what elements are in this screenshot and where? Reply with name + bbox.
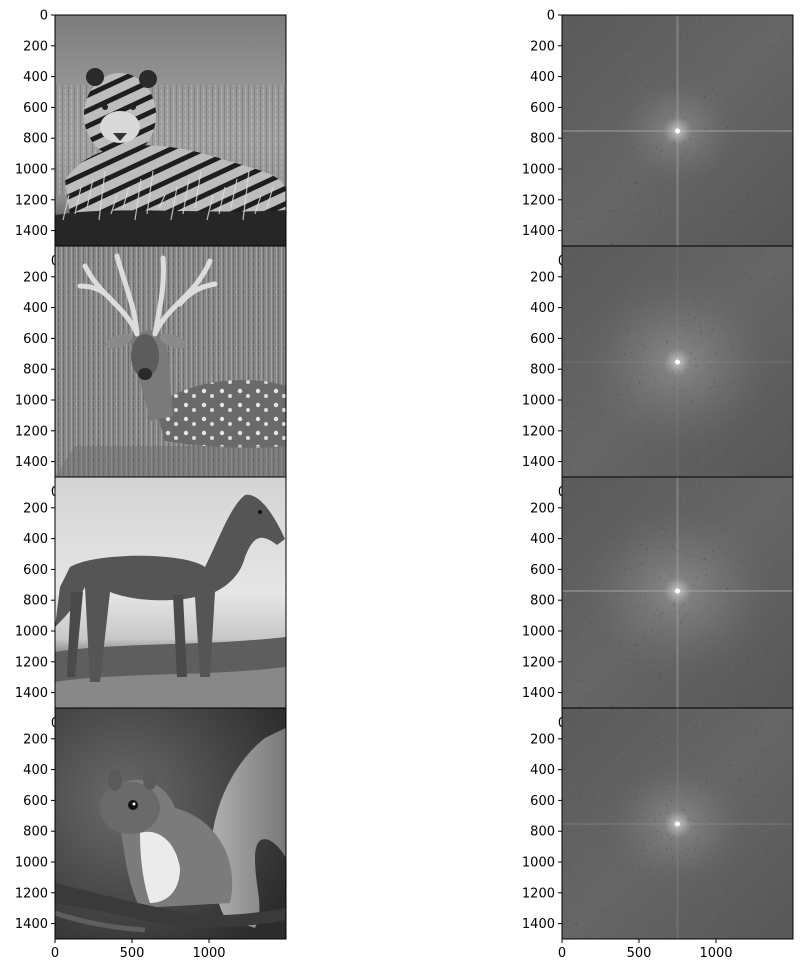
y-tick-label: 1200 — [522, 886, 555, 901]
y-tick-label: 1200 — [522, 655, 555, 670]
y-tick-label: 1000 — [15, 394, 48, 409]
y-tick-label: 1400 — [15, 455, 48, 470]
y-tick-label: 400 — [23, 763, 48, 778]
y-tick-label: 1200 — [522, 193, 555, 208]
y-tick-label: 600 — [23, 101, 48, 116]
image-squirrel-grayscale-photo — [55, 708, 286, 939]
y-tick-label: 600 — [530, 563, 555, 578]
y-tick-label: 1200 — [522, 424, 555, 439]
y-tick-label: 200 — [23, 270, 48, 285]
y-tick-label: 600 — [23, 332, 48, 347]
y-tick-label: 200 — [530, 39, 555, 54]
image-tiger-fft-magnitude-spectrum — [562, 15, 794, 247]
y-tick-label: 800 — [23, 132, 48, 147]
image-tiger-grayscale-photo — [55, 15, 286, 246]
y-tick-label: 400 — [23, 301, 48, 316]
y-tick-label: 800 — [23, 825, 48, 840]
y-tick-label: 200 — [23, 732, 48, 747]
y-tick-label: 800 — [23, 594, 48, 609]
x-tick-label: 1000 — [699, 946, 732, 961]
x-tick-label: 0 — [51, 946, 59, 961]
y-tick-label: 400 — [23, 532, 48, 547]
image-horse-fft-magnitude-spectrum — [562, 477, 794, 709]
y-tick-label: 800 — [530, 132, 555, 147]
y-tick-label: 1000 — [15, 163, 48, 178]
y-tick-label: 1000 — [522, 856, 555, 871]
y-tick-label: 400 — [530, 70, 555, 85]
image-horse-grayscale-photo — [55, 477, 286, 708]
panel-deer-fft-magnitude-spectrum: 200 400 600 800 1000 1200 1400 — [522, 246, 794, 478]
y-tick-label: 800 — [530, 825, 555, 840]
y-tick-label: 1400 — [15, 917, 48, 932]
image-deer-grayscale-photo — [55, 246, 286, 477]
y-tick-label: 200 — [23, 501, 48, 516]
panel-tiger-fft-magnitude-spectrum: 0 200 400 600 800 1000 1200 1400 — [522, 9, 794, 248]
x-tick-label: 0 — [558, 946, 566, 961]
y-tick-label: 1400 — [522, 686, 555, 701]
image-squirrel-fft-magnitude-spectrum — [562, 708, 794, 940]
x-tick-label: 500 — [627, 946, 652, 961]
panel-horse-fft-magnitude-spectrum: 200 400 600 800 1000 1200 1400 — [522, 477, 794, 709]
y-tick-label: 1200 — [15, 193, 48, 208]
y-tick-label: 400 — [530, 532, 555, 547]
panel-deer-grayscale-photo: 200 400 600 800 1000 1200 1400 — [15, 246, 286, 477]
y-tick-label: 600 — [530, 794, 555, 809]
y-tick-label: 1400 — [522, 224, 555, 239]
y-tick-label: 0 — [547, 9, 555, 24]
panel-horse-grayscale-photo: 200 400 600 800 1000 1200 1400 — [15, 477, 286, 708]
y-tick-label: 1200 — [15, 886, 48, 901]
y-tick-label: 1000 — [522, 163, 555, 178]
y-tick-label: 1400 — [522, 917, 555, 932]
image-deer-fft-magnitude-spectrum — [562, 246, 794, 478]
y-tick-label: 800 — [530, 363, 555, 378]
y-tick-label: 1400 — [15, 686, 48, 701]
y-tick-label: 1000 — [15, 625, 48, 640]
y-tick-label: 200 — [530, 270, 555, 285]
y-tick-label: 400 — [530, 763, 555, 778]
y-tick-label: 400 — [23, 70, 48, 85]
y-tick-label: 1200 — [15, 424, 48, 439]
x-tick-label: 1000 — [192, 946, 225, 961]
y-tick-label: 200 — [23, 39, 48, 54]
y-tick-label: 1000 — [522, 394, 555, 409]
y-tick-label: 600 — [530, 332, 555, 347]
y-tick-label: 400 — [530, 301, 555, 316]
y-tick-label: 200 — [530, 732, 555, 747]
y-tick-label: 1000 — [522, 625, 555, 640]
y-tick-label: 800 — [530, 594, 555, 609]
y-tick-label: 600 — [23, 794, 48, 809]
x-tick-label: 500 — [120, 946, 145, 961]
y-tick-label: 1200 — [15, 655, 48, 670]
y-tick-label: 1000 — [15, 856, 48, 871]
y-tick-label: 600 — [23, 563, 48, 578]
y-tick-label: 1400 — [15, 224, 48, 239]
y-tick-label: 0 — [40, 9, 48, 24]
y-tick-label: 1400 — [522, 455, 555, 470]
y-tick-label: 600 — [530, 101, 555, 116]
panel-tiger-grayscale-photo: 0 200 400 600 800 1000 1200 1400 — [15, 9, 286, 247]
y-tick-label: 200 — [530, 501, 555, 516]
y-tick-label: 800 — [23, 363, 48, 378]
